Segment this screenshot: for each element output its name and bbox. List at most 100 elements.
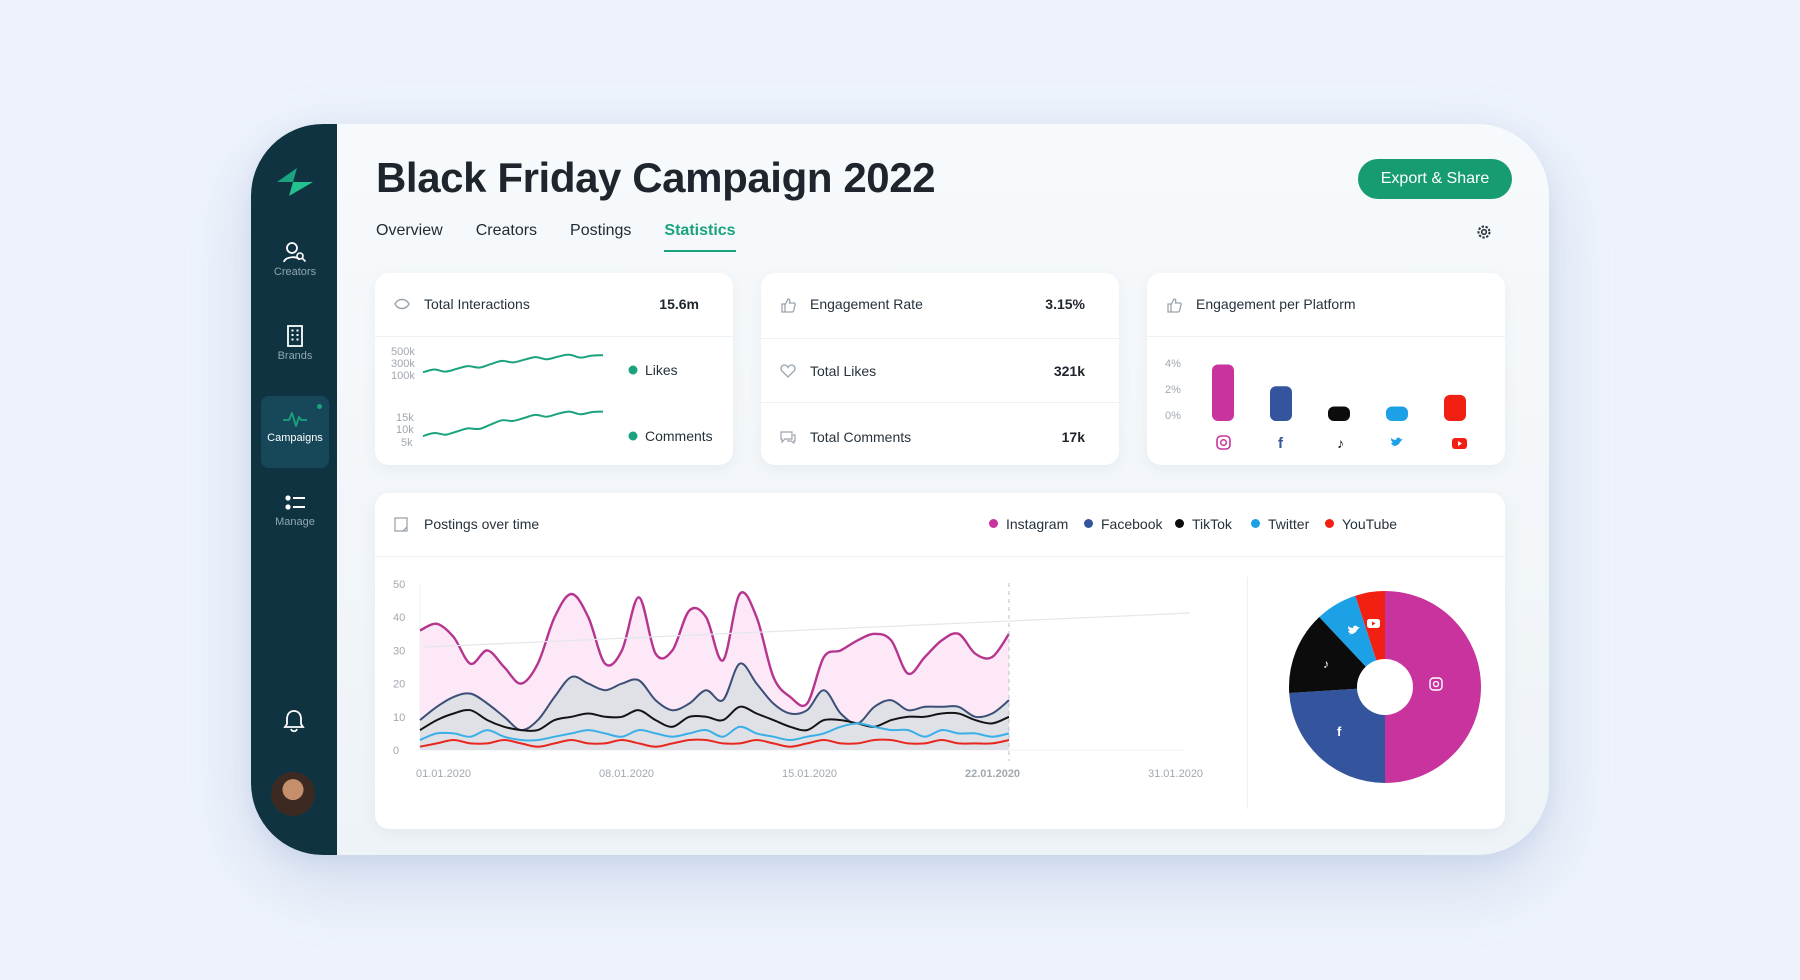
twitter-icon [1348,625,1360,635]
facebook-icon: f [1278,435,1284,452]
platform-share-pie: f ♪ [1289,591,1481,783]
legend-dot [1175,519,1184,528]
bell-icon[interactable] [283,709,305,733]
tiktok-icon: ♪ [1323,657,1329,671]
x-tick: 08.01.2020 [599,768,654,780]
pie-slice-instagram[interactable] [1385,591,1481,783]
app-window: Creators Brands Campaigns Manage [251,124,1549,855]
platform-bar-chart: 4% 2% 0% f ♪ [1165,358,1467,452]
y-tick: 4% [1165,358,1181,370]
avatar[interactable] [271,772,315,816]
legend-facebook[interactable]: Facebook [1084,516,1162,532]
trend-line [424,612,1191,648]
legend-twitter[interactable]: Twitter [1251,516,1309,532]
total-comments-row: Total Comments 17k [761,403,1119,465]
card-title: Total Comments [810,429,912,445]
document-icon [394,517,408,532]
legend-dot [989,519,998,528]
platform-bar-tiktok[interactable] [1328,406,1350,422]
platform-bar-facebook[interactable] [1270,386,1292,421]
platform-bar-youtube[interactable] [1444,394,1466,421]
tab-bar: Overview Creators Postings Statistics [376,222,736,252]
y-tick: 0 [393,745,399,757]
engagement-rate-row: Engagement Rate 3.15% [761,273,1119,339]
tab-statistics[interactable]: Statistics [664,222,736,252]
y-tick: 300k [391,358,415,370]
thumbs-up-icon [1167,298,1182,313]
tab-creators[interactable]: Creators [475,222,538,239]
legend-label: Facebook [1101,516,1163,532]
card-title: Engagement Rate [810,296,923,312]
legend-dot [1325,519,1334,528]
sidebar-item-campaigns[interactable]: Campaigns [261,396,329,468]
sidebar-item-label: Creators [273,266,317,278]
legend-label: YouTube [1342,516,1398,532]
instagram-line[interactable] [419,591,1010,708]
tiktok-line[interactable] [419,705,1010,732]
tab-overview[interactable]: Overview [376,222,443,239]
total-likes-row: Total Likes 321k [761,337,1119,403]
sidebar-item-label: Brands [277,350,313,362]
tab-postings[interactable]: Postings [570,222,632,239]
sidebar-item-brands[interactable]: Brands [261,312,329,384]
comments-label: Comments [645,428,713,444]
x-tick: 22.01.2020 [965,768,1020,780]
total-interactions-card: Total Interactions 15.6m 500k 300k 100k … [375,273,733,465]
comments-icon [780,431,796,444]
sidebar-item-label: Manage [275,516,315,528]
platform-bar-instagram[interactable] [1212,364,1234,421]
youtube-icon [1452,438,1467,449]
youtube-icon [1367,619,1380,628]
sidebar-item-creators[interactable]: Creators [261,228,329,300]
divider [1247,577,1248,809]
x-tick: 31.01.2020 [1148,768,1203,780]
legend-instagram[interactable]: Instagram [989,516,1068,532]
card-value: 321k [1053,363,1085,379]
y-tick: 10 [393,712,405,724]
comments-legend-dot [628,431,638,441]
pie-hole [1357,659,1413,715]
export-share-button[interactable]: Export & Share [1358,159,1512,199]
legend-tiktok[interactable]: TikTok [1175,516,1232,532]
facebook-area [420,663,1009,750]
legend-label: TikTok [1192,516,1232,532]
instagram-icon [1216,435,1231,450]
thumbs-up-icon [781,298,796,313]
instagram-icon [1429,677,1443,691]
platform-bar-twitter[interactable] [1386,406,1408,422]
tiktok-icon: ♪ [1337,435,1344,451]
list-icon [285,495,305,510]
sidebar-item-manage[interactable]: Manage [261,480,329,552]
legend-dot [1251,519,1260,528]
postings-card: Postings over time Instagram Facebook Ti… [375,493,1505,829]
y-tick: 2% [1165,384,1181,396]
gear-icon[interactable] [1475,223,1493,241]
twitter-line[interactable] [419,722,1010,742]
card-value: 15.6m [659,296,699,312]
card-title: Postings over time [424,516,540,532]
youtube-line[interactable] [419,738,1010,748]
logo-icon[interactable] [275,164,315,200]
engagement-card: Engagement Rate 3.15% Total Likes 321k T… [761,273,1119,465]
x-tick: 15.01.2020 [782,768,837,780]
heart-icon [780,364,796,378]
sidebar-item-label: Campaigns [267,432,323,444]
y-tick: 0% [1165,410,1181,422]
sidebar: Creators Brands Campaigns Manage [251,124,337,855]
y-tick: 50 [393,579,405,591]
y-tick: 100k [391,370,415,382]
pulse-icon [283,412,307,427]
legend-dot [1084,519,1093,528]
platform-engagement-card: Engagement per Platform 4% 2% 0% f ♪ [1147,273,1505,465]
page-title: Black Friday Campaign 2022 [376,154,936,201]
legend-label: Instagram [1006,516,1069,532]
interactions-icon [394,298,410,310]
creators-icon [283,242,307,263]
pie-slice-facebook[interactable] [1289,687,1385,783]
card-title: Total Interactions [424,296,530,312]
legend-label: Twitter [1268,516,1310,532]
likes-label: Likes [645,362,678,378]
legend-youtube[interactable]: YouTube [1325,516,1397,532]
pie-slice-twitter[interactable] [1319,595,1385,687]
card-value: 3.15% [1045,296,1085,312]
